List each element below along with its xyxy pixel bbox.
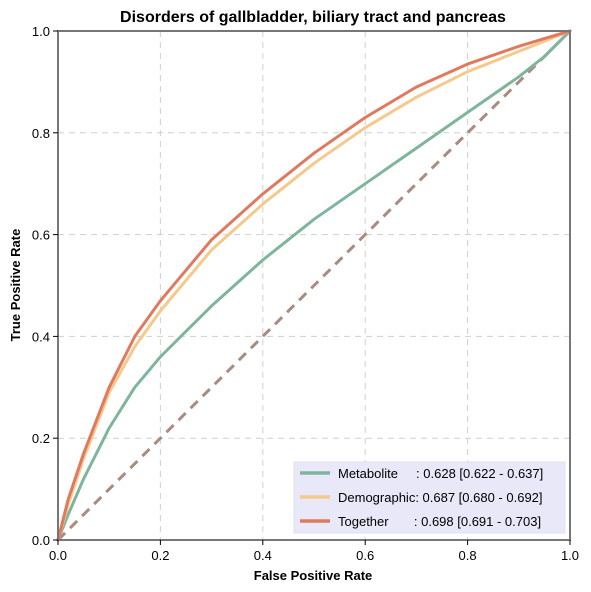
legend-label-metabolite: Metabolite : 0.628 [0.622 - 0.637] [338,466,543,481]
legend-label-demographic: Demographic: 0.687 [0.680 - 0.692] [338,490,543,505]
x-tick-label: 1.0 [561,548,579,563]
y-tick-label: 0.8 [32,126,50,141]
chart-title: Disorders of gallbladder, biliary tract … [120,9,506,26]
legend-box [293,461,566,534]
y-tick-label: 1.0 [32,24,50,39]
y-tick-label: 0.6 [32,228,50,243]
y-tick-label: 0.0 [32,533,50,548]
legend-label-together: Together : 0.698 [0.691 - 0.703] [338,514,541,529]
x-tick-label: 0.4 [254,548,272,563]
y-tick-label: 0.4 [32,329,50,344]
series-line-metabolite [56,29,572,542]
x-axis-label: False Positive Rate [254,568,373,583]
legend: Metabolite : 0.628 [0.622 - 0.637] Demogr… [293,461,566,534]
series-layer [56,29,572,542]
x-tick-label: 0.6 [356,548,374,563]
plot-frame [57,30,571,541]
series-line-demographic [56,29,572,542]
series-line-together [56,29,572,542]
x-tick-label: 0.2 [151,548,169,563]
x-tick-label: 0.0 [49,548,67,563]
chance-diagonal-line [56,29,572,542]
y-tick-label: 0.2 [32,431,50,446]
tick-layer: 0.0 0.2 0.4 0.6 0.8 1.0 0.0 0.2 0.4 0.6 0.8 1.0 [32,24,579,563]
x-tick-label: 0.8 [459,548,477,563]
y-axis-label: True Positive Rate [8,229,23,342]
